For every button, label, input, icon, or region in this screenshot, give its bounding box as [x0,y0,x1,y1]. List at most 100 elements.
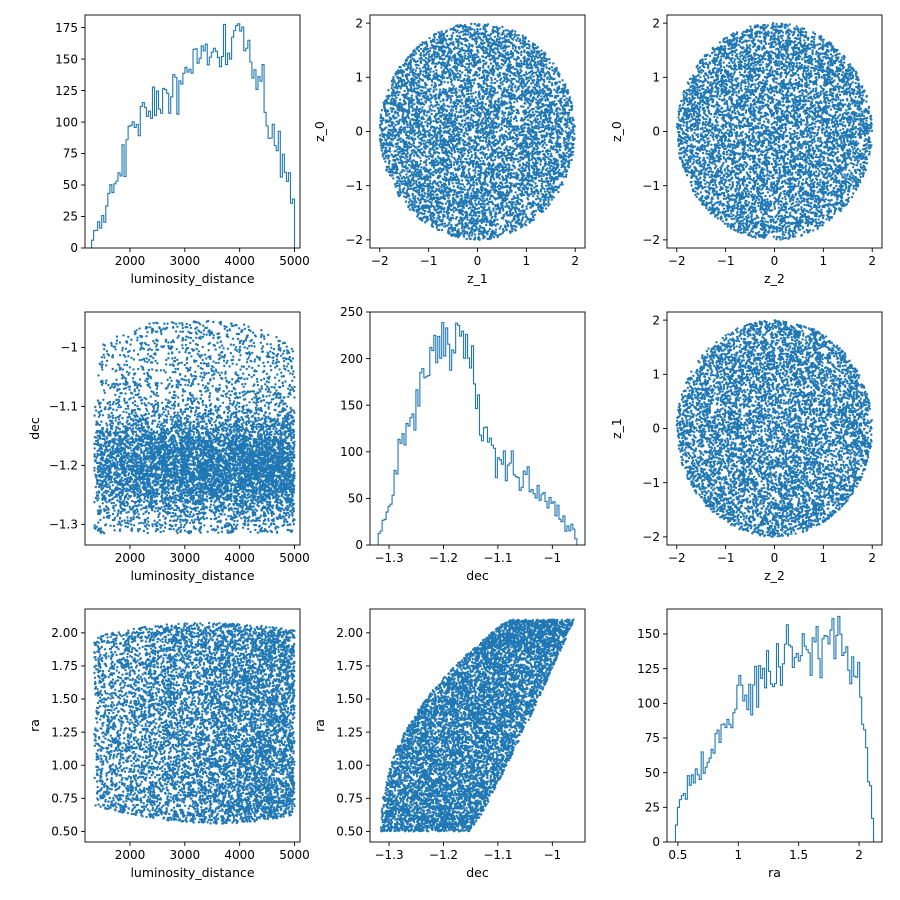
y-tick-label: 2 [355,16,363,30]
y-tick-label: 1.50 [51,692,78,706]
subplot-2-2: −1.3 −1.2 −1.1 −1 0 50 100 150 200 250 dec [340,305,586,583]
y-tick-label: 0.50 [336,825,363,839]
axes-frame [369,311,586,546]
subplot-1-1: 2000 3000 4000 5000 0 25 50 75 100 125 150 175 lumin… [55,14,310,286]
x-tick-label: 1 [820,551,828,565]
scatter-points [378,22,576,241]
x-tick-label: −1.3 [374,848,403,862]
x-tick-label: −1 [543,848,561,862]
y-tick-label: 175 [55,21,78,35]
x-tick-label: 1 [523,254,531,268]
x-tick-label: 5000 [279,848,310,862]
subplot-3-1: 2000 3000 4000 5000 0.50 0.75 1.00 1.25 1.50 1.75… [27,608,310,880]
x-tick-label: −1 [717,551,735,565]
y-tick-label: −1.2 [49,459,78,473]
y-tick-label: 25 [645,801,660,815]
y-tick-label: 250 [340,305,363,319]
y-axis-label: ra [27,719,42,732]
x-tick-label: −1 [420,254,438,268]
y-tick-label: 50 [645,766,660,780]
x-tick-label: 1.5 [789,848,808,862]
x-tick-label: −2 [668,254,686,268]
x-axis-label: luminosity_distance [130,568,254,583]
scatter-points [675,319,874,538]
x-tick-label: 4000 [224,551,255,565]
axes-frame [369,608,586,843]
y-tick-label: 100 [55,115,78,129]
x-tick-label: 2 [571,254,579,268]
histogram-step-line [91,23,296,248]
x-tick-label: 2000 [115,551,146,565]
x-tick-label: −1.1 [483,551,512,565]
scatter-points [379,618,575,833]
y-tick-label: −1 [642,476,660,490]
axes-frame [666,608,883,843]
x-tick-label: 1 [820,254,828,268]
x-tick-label: 3000 [170,848,201,862]
plot-area [93,621,296,825]
y-tick-label: −1.3 [49,518,78,532]
y-tick-label: 75 [63,147,78,161]
y-tick-label: 150 [55,52,78,66]
y-tick-label: 0 [652,835,660,849]
x-tick-label: 2 [868,551,876,565]
scatter-points [93,621,296,825]
y-tick-label: 2 [652,313,660,327]
y-tick-label: 1.25 [51,725,78,739]
axes-frame [84,14,301,249]
x-tick-label: 4000 [224,848,255,862]
axes-frame [84,608,301,843]
y-tick-label: 50 [63,178,78,192]
x-tick-label: 0 [771,254,779,268]
x-tick-label: 0 [474,254,482,268]
x-axis-label: z_2 [764,568,785,583]
axes-frame [84,311,301,546]
plot-area [675,319,874,538]
y-tick-label: 0 [652,125,660,139]
y-tick-label: 1.75 [336,659,363,673]
y-tick-label: 25 [63,210,78,224]
y-tick-label: 2.00 [51,626,78,640]
y-tick-label: 125 [55,84,78,98]
x-axis-label: dec [466,568,489,583]
plot-area [378,22,576,241]
x-tick-label: 2 [868,254,876,268]
y-tick-label: 1.50 [336,692,363,706]
plot-area [379,618,575,833]
plot-area [93,319,296,535]
y-tick-label: −2 [345,233,363,247]
x-tick-label: 2000 [115,848,146,862]
x-axis-label: z_1 [467,271,488,286]
x-tick-label: −1 [717,254,735,268]
y-tick-label: 2 [652,16,660,30]
y-axis-label: z_0 [312,121,327,142]
x-tick-label: 0.5 [668,848,687,862]
histogram-step-line [674,615,875,842]
x-tick-label: 2 [855,848,863,862]
x-axis-label: dec [466,865,489,880]
subplot-2-1: 2000 3000 4000 5000 −1.3 −1.2 −1.1 −1 luminosity… [27,311,310,583]
x-tick-label: −1.1 [483,848,512,862]
plot-area [91,23,296,248]
y-tick-label: 0 [355,125,363,139]
x-tick-label: 2000 [115,254,146,268]
x-tick-label: −2 [371,254,389,268]
y-tick-label: 150 [340,398,363,412]
x-tick-label: −1.2 [429,848,458,862]
y-tick-label: 75 [645,731,660,745]
subplot-3-2: −1.3 −1.2 −1.1 −1 0.50 0.75 1.00 1.25 1.50 1.75 2.… [312,608,586,880]
y-axis-label: ra [312,719,327,732]
y-tick-label: 50 [348,492,363,506]
plot-area [377,322,578,545]
y-tick-label: 1 [355,71,363,85]
y-tick-label: 100 [340,445,363,459]
y-tick-label: 0 [70,241,78,255]
x-tick-label: −1.2 [429,551,458,565]
x-axis-label: luminosity_distance [130,271,254,286]
x-tick-label: 1 [734,848,742,862]
y-tick-label: 150 [637,627,660,641]
y-axis-label: dec [27,417,42,440]
x-tick-label: −2 [668,551,686,565]
x-tick-label: −1.3 [374,551,403,565]
